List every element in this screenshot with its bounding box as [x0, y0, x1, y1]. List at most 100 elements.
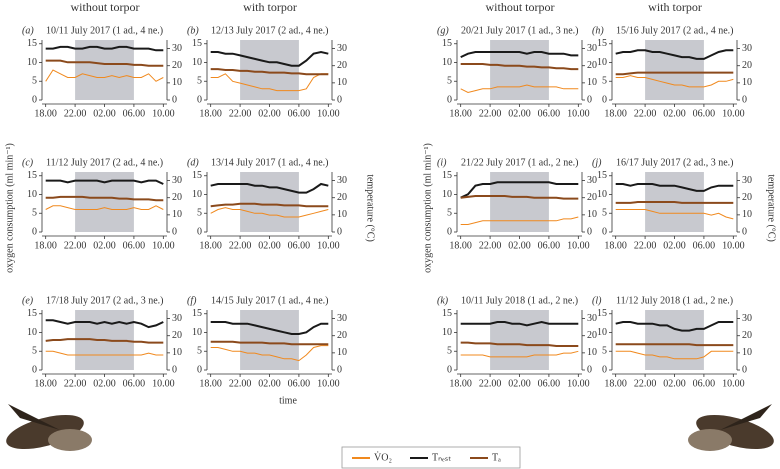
panel-letter: (j) [592, 157, 602, 168]
legend-label: Tₐ [492, 452, 501, 463]
y2-tick-label: 30 [172, 313, 182, 324]
series-line [615, 321, 734, 332]
x-tick-label: 22.00 [479, 240, 502, 251]
y-tick-label: 0 [197, 94, 202, 105]
y-tick-label: 15 [597, 38, 607, 49]
y2-tick-label: 30 [587, 313, 597, 324]
panel-subtitle: 14/15 July 2017 (1 ad., 4 ne.) [211, 295, 329, 306]
y2-tick-label: 0 [337, 226, 342, 237]
y2-tick-label: 0 [742, 226, 747, 237]
x-tick-label: 22.00 [634, 378, 657, 389]
panel-subtitle: 17/18 July 2017 (2 ad., 3 ne.) [46, 295, 164, 306]
panel-subtitle: 11/12 July 2018 (1 ad., 2 ne.) [616, 295, 733, 306]
series-line [615, 350, 734, 360]
y2-tick-label: 10 [337, 77, 347, 88]
legend-label: Tₙₑₛₜ [432, 452, 451, 463]
y2-tick-label: 30 [337, 313, 347, 324]
y-tick-label: 5 [447, 208, 452, 219]
panel-letter: (b) [187, 25, 199, 36]
heading: with torpor [243, 0, 297, 14]
x-tick-label: 06.00 [693, 378, 716, 389]
y-tick-label: 10 [27, 327, 37, 338]
y-tick-label: 5 [32, 208, 37, 219]
y2-tick-label: 20 [337, 60, 347, 71]
series-line [615, 49, 734, 60]
series-line [460, 181, 579, 199]
series-line [210, 68, 329, 76]
panel-subtitle: 20/21 July 2017 (1 ad., 3 ne.) [461, 25, 579, 36]
series-line [615, 343, 734, 347]
y-tick-label: 15 [597, 308, 607, 319]
series-line [460, 320, 579, 327]
y-tick-label: 15 [442, 308, 452, 319]
panel-letter: (c) [22, 157, 34, 168]
y-tick-label: 15 [27, 170, 37, 181]
night-shading [240, 40, 299, 100]
y2-tick-label: 20 [337, 192, 347, 203]
y-tick-label: 5 [447, 76, 452, 87]
night-shading [240, 310, 299, 370]
y2-tick-label: 10 [587, 347, 597, 358]
bird-illustration [6, 404, 92, 451]
x-tick-label: 18.00 [199, 108, 222, 119]
y-tick-label: 0 [197, 364, 202, 375]
y-tick-label: 10 [192, 57, 202, 68]
x-tick-label: 06.00 [123, 378, 146, 389]
y2-tick-label: 0 [742, 94, 747, 105]
x-tick-label: 18.00 [604, 108, 627, 119]
series-line [45, 205, 164, 210]
heading: without torpor [486, 0, 555, 14]
x-tick-label: 02.00 [93, 240, 116, 251]
series-line [45, 350, 164, 356]
y-tick-label: 15 [442, 170, 452, 181]
y-tick-label: 5 [197, 346, 202, 357]
y2-tick-label: 30 [587, 43, 597, 54]
y2-tick-label: 20 [587, 60, 597, 71]
night-shading [490, 310, 549, 370]
y2-tick-label: 0 [337, 364, 342, 375]
y2-tick-label: 20 [742, 60, 752, 71]
panel-subtitle: 12/13 July 2017 (2 ad., 4 ne.) [211, 25, 329, 36]
x-tick-label: 06.00 [288, 108, 311, 119]
night-shading [645, 40, 704, 100]
series-line [460, 341, 579, 347]
y-tick-label: 15 [27, 308, 37, 319]
series-line [460, 63, 579, 71]
x-tick-label: 10.00 [317, 108, 340, 119]
night-shading [490, 172, 549, 232]
x-tick-label: 10.00 [722, 108, 745, 119]
panel-subtitle: 10/11 July 2017 (1 ad., 4 ne.) [46, 25, 163, 36]
panel-letter: (i) [437, 157, 447, 168]
y2-tick-label: 0 [337, 94, 342, 105]
heading: without torpor [71, 0, 140, 14]
y2-tick-label: 30 [337, 175, 347, 186]
x-axis-label: time [279, 395, 297, 406]
x-tick-label: 10.00 [722, 378, 745, 389]
y2-tick-label: 10 [172, 77, 182, 88]
y-tick-label: 10 [442, 189, 452, 200]
night-shading [240, 172, 299, 232]
panel-subtitle: 10/11 July 2018 (1 ad., 2 ne.) [461, 295, 578, 306]
x-tick-label: 10.00 [317, 378, 340, 389]
y2-tick-label: 30 [742, 43, 752, 54]
x-tick-label: 02.00 [663, 378, 686, 389]
panel-letter: (h) [592, 25, 604, 36]
x-tick-label: 22.00 [64, 240, 87, 251]
x-tick-label: 18.00 [34, 240, 57, 251]
x-tick-label: 06.00 [538, 240, 561, 251]
x-tick-label: 06.00 [538, 108, 561, 119]
series-line [45, 338, 164, 344]
x-tick-label: 10.00 [567, 108, 590, 119]
y-tick-label: 5 [602, 346, 607, 357]
y2-tick-label: 0 [742, 364, 747, 375]
x-tick-label: 02.00 [93, 108, 116, 119]
x-tick-label: 18.00 [449, 378, 472, 389]
series-line [45, 69, 164, 82]
y-tick-label: 5 [32, 76, 37, 87]
x-tick-label: 10.00 [567, 378, 590, 389]
y2-tick-label: 20 [172, 192, 182, 203]
x-tick-label: 06.00 [288, 378, 311, 389]
series-line [210, 340, 329, 346]
y-tick-label: 0 [602, 94, 607, 105]
y-tick-label: 10 [597, 327, 607, 338]
